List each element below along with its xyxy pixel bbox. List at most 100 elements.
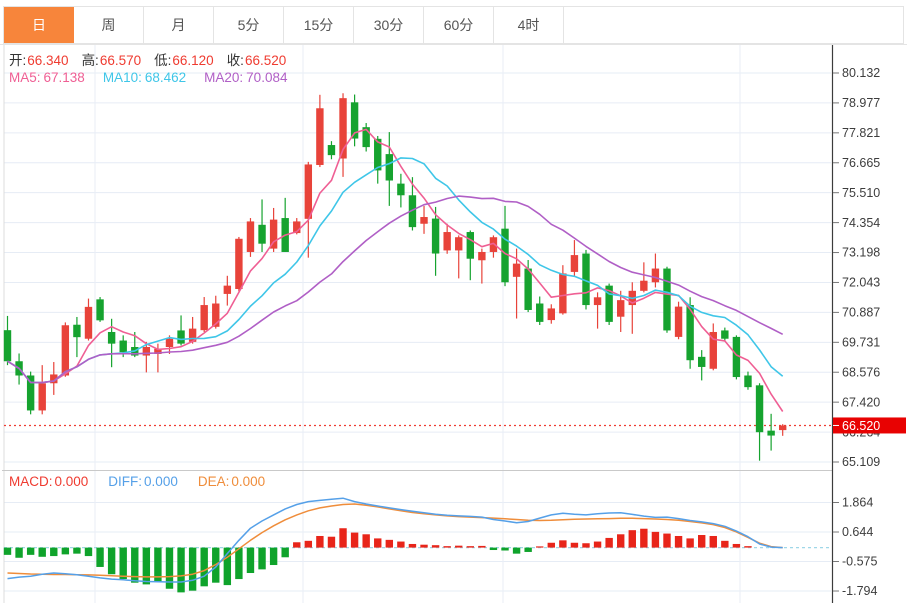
tab-period-5[interactable]: 30分 [354,7,424,43]
candle-body [744,375,752,388]
candle-wick [643,262,645,293]
macd-histogram-bar [38,547,46,557]
candle-body [165,338,174,348]
price-axis-label: 76.665 [842,156,880,170]
candle-body [408,195,417,228]
macd-histogram-bar [408,543,417,548]
candle-body [212,303,220,327]
candle-body [327,145,336,156]
candle-wick [145,341,147,373]
candle-body [304,164,313,219]
candle-body [385,154,394,181]
candle-body [142,347,151,356]
macd-histogram-bar [501,547,509,551]
candlestick-layer [3,93,787,461]
macd-histogram-bar [269,547,278,566]
macd-axis-label: 0.644 [842,525,873,539]
macd-histogram-bar [674,535,683,548]
price-axis-label: 74.354 [842,216,880,230]
price-axis-label: 68.576 [842,365,880,379]
macd-histogram-bar [119,547,127,580]
macd-histogram-bar [26,547,35,555]
macd-histogram-bar [385,539,394,548]
candle-body [223,285,232,294]
price-axis-label: 70.887 [842,306,880,320]
candle-body [686,305,694,361]
macd-histogram-bar [246,547,255,574]
candle-body [397,183,405,196]
candle-body [316,108,324,165]
diff-line [7,497,783,583]
macd-histogram-bar [640,528,648,548]
price-axis-label: 73.198 [842,246,880,260]
macd-histogram-bar [431,545,440,548]
candle-body [61,325,70,376]
candle-body [570,255,579,272]
ma10-value: 68.462 [144,70,187,85]
macd-histogram-bar [536,546,544,548]
tab-period-6[interactable]: 60分 [424,7,494,43]
macd-histogram-bar [628,530,636,548]
macd-info-row: MACD: 0.000 DIFF: 0.000 DEA: 0.000 [9,474,285,489]
ma-info-row: MA5: 67.138 MA10: 68.462 MA20: 70.084 [9,70,305,85]
diff-label: DIFF: [108,474,143,489]
tab-period-1[interactable]: 周 [74,7,144,43]
macd-histogram-bar [709,535,717,548]
macd-histogram-bar [524,547,532,552]
macd-histogram-bar [165,547,174,589]
candle-body [96,299,104,321]
candle-body [119,340,127,353]
candle-body [431,218,440,254]
ma10-line [7,157,784,384]
candle-wick [515,248,518,319]
macd-histogram-bar [559,540,567,548]
macd-histogram-bar [235,547,243,580]
candle-wick [134,331,136,358]
ma20-line [7,195,784,384]
macd-histogram-bar [154,547,162,582]
candle-body [50,374,58,384]
macd-histogram-bar [593,541,602,548]
candle-body [524,268,532,310]
ma20-label: MA20: [204,70,244,85]
price-axis-label: 78.977 [842,96,880,110]
candle-body [698,356,706,367]
ma5-value: 67.138 [43,70,85,85]
macd-histogram-bar [617,534,625,548]
tab-period-7[interactable]: 4时 [494,7,564,43]
ma5-label: MA5: [9,70,41,85]
macd-histogram-bar [84,547,93,557]
price-tag-bg [833,417,906,434]
macd-histogram-bar [397,541,405,548]
candle-body [235,238,243,290]
tab-period-4[interactable]: 15分 [284,7,354,43]
candle-body [755,385,764,433]
dea-label: DEA: [197,474,230,489]
macd-histogram-bar [281,547,289,558]
grid-layer [2,45,832,603]
dea-value: 0.000 [231,474,266,489]
candle-body [732,336,741,378]
candle-body [443,232,451,251]
macd-histogram-bar [327,536,336,548]
macd-histogram-bar [3,547,12,555]
candle-body [455,237,463,251]
macd-value: 0.000 [54,474,89,489]
candle-body [582,253,590,306]
tab-period-2[interactable]: 月 [144,7,214,43]
macd-histogram-bar [443,546,451,548]
tab-period-3[interactable]: 5分 [214,7,284,43]
candle-body [420,217,428,224]
tabbar-divider [0,44,907,45]
macd-histogram-bar [455,545,463,548]
tab-period-0[interactable]: 日 [4,7,74,43]
price-axis-label: 65.109 [842,455,880,469]
candle-body [38,383,46,411]
price-axis-label: 75.510 [842,186,880,200]
diff-value: 0.000 [144,474,178,489]
candle-body [293,221,301,234]
candle-body [663,268,671,331]
macd-histogram-bar [362,534,370,548]
macd-axis-labels: 1.864 0.644 -0.575 -1.794 [833,496,877,598]
